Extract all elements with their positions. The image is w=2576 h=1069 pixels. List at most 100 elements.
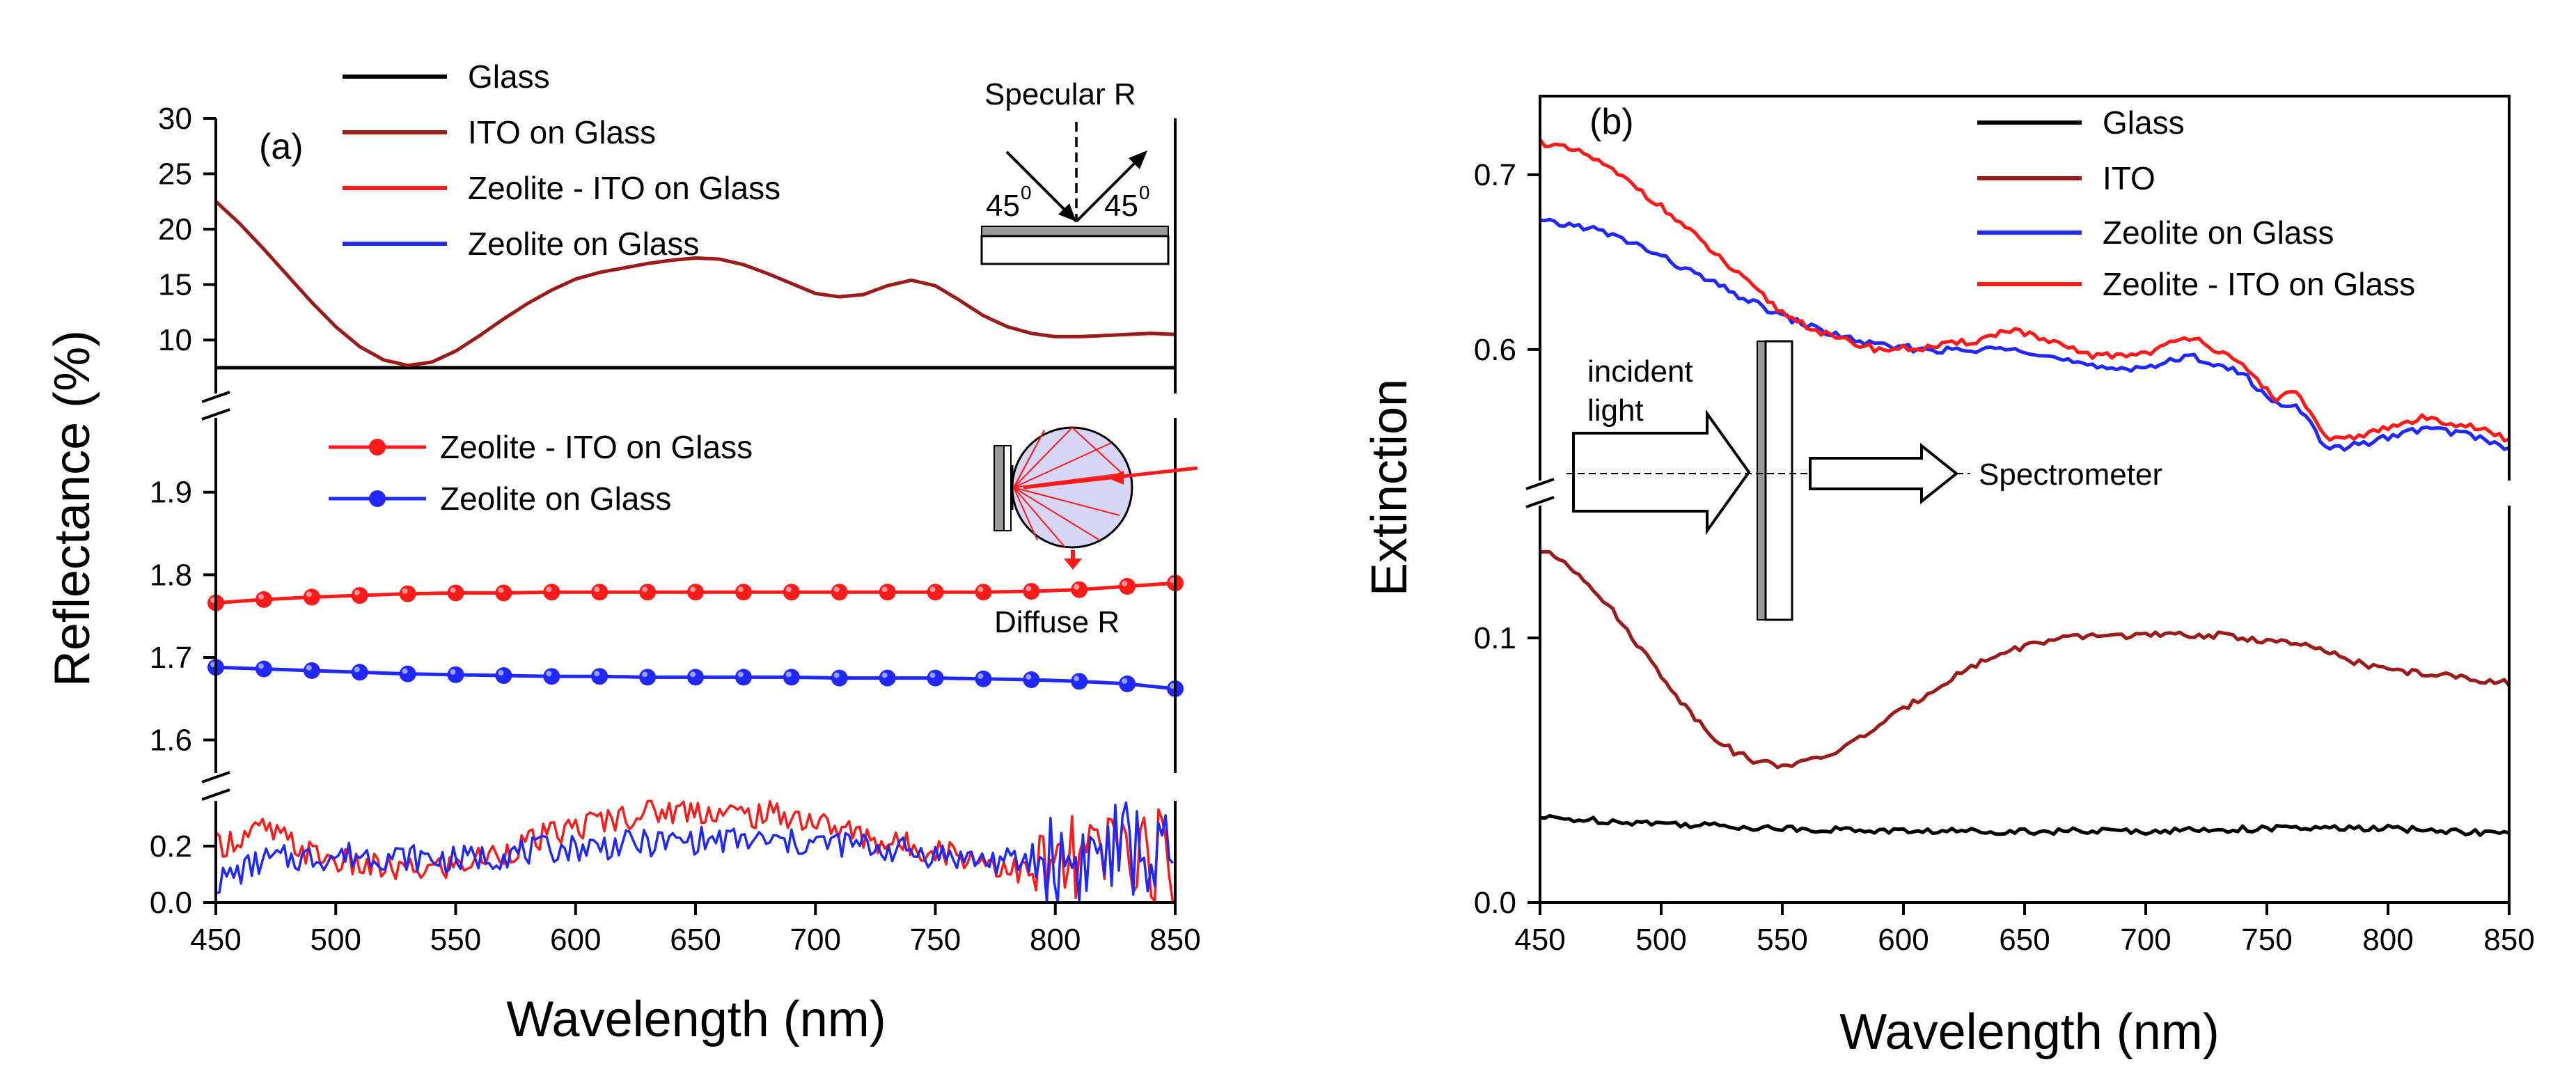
panel-a-axis-break-1 [201, 391, 230, 421]
incident-light-label-line2: light [1587, 393, 1644, 428]
legend-label: Zeolite on Glass [468, 226, 699, 262]
legend-item-zeolite-ito-markers: Zeolite - ITO on Glass [329, 429, 753, 465]
data-point-zeolite [687, 669, 704, 686]
data-point-zeolite-ito [303, 588, 320, 606]
data-point-zeolite [495, 667, 512, 685]
data-point-zeolite [879, 669, 896, 687]
legend-marker-zeolite-ito [369, 439, 386, 455]
data-point-zeolite [1071, 673, 1088, 690]
data-point-zeolite-ito [495, 584, 512, 602]
x-tick-label: 550 [430, 923, 481, 957]
data-point-zeolite-ito [399, 585, 416, 602]
panel-b-label: (b) [1589, 102, 1634, 142]
data-point-zeolite [831, 669, 848, 687]
data-point-highlight [306, 591, 312, 598]
data-point-highlight [354, 590, 360, 595]
x-tick-label: 800 [1030, 923, 1081, 957]
data-point-highlight [737, 671, 744, 678]
transmitted-light-arrow-icon [1809, 442, 1959, 505]
data-point-highlight [690, 586, 696, 593]
sample-glass [1003, 445, 1012, 531]
legend-item-zeolite: Zeolite on Glass [1977, 214, 2334, 251]
incident-arrowhead-icon [1058, 203, 1076, 221]
data-point-highlight [785, 586, 792, 593]
data-point-highlight [977, 673, 984, 679]
data-point-zeolite-ito [639, 584, 657, 601]
data-point-zeolite [591, 668, 608, 685]
panel-a: 450 500 550 600 650 700 750 800 85010152025301.6… [45, 58, 1201, 1047]
x-tick-label: 700 [790, 923, 841, 957]
y-tick-label: 0.0 [1474, 886, 1516, 920]
data-point-zeolite [543, 668, 560, 685]
scattered-rays [1013, 427, 1123, 548]
x-tick-label: 850 [2483, 923, 2534, 957]
glass-substrate [980, 235, 1170, 265]
x-tick-label: 500 [311, 923, 361, 957]
legend-item-ito: ITO [1977, 160, 2155, 196]
x-tick-label: 550 [1757, 923, 1807, 957]
y-tick-label: 0.1 [1474, 621, 1516, 655]
data-point-zeolite-ito [879, 584, 896, 601]
y-tick-label: 0.2 [150, 829, 192, 864]
data-point-highlight [1026, 586, 1032, 592]
data-point-highlight [977, 586, 984, 593]
ito-film-layer [981, 226, 1169, 237]
y-tick-label: 0.7 [1474, 158, 1516, 192]
x-tick-label: 500 [1635, 923, 1686, 957]
data-point-highlight [929, 672, 936, 678]
panel-a-axis-break-2 [201, 771, 230, 801]
data-point-highlight [402, 588, 408, 594]
data-point-highlight [258, 663, 264, 669]
diffuse-label: Diffuse R [994, 605, 1120, 639]
legend-marker-zeolite [369, 490, 386, 507]
data-point-highlight [881, 672, 888, 678]
legend-label: Zeolite - ITO on Glass [468, 170, 780, 206]
integrating-sphere-inset: Diffuse R [994, 426, 1198, 639]
laser-arrowhead-icon [1107, 471, 1124, 485]
legend-item-zeolite: Zeolite on Glass [343, 226, 699, 262]
y-tick-label: 0.6 [1474, 333, 1516, 367]
x-tick-label: 700 [2120, 923, 2171, 957]
legend-item-ito: ITO on Glass [343, 114, 656, 150]
y-tick-label: 1.9 [150, 476, 192, 510]
series-line-zeolite-ito [1538, 138, 2510, 443]
y-tick-label: 15 [158, 268, 192, 302]
data-point-highlight [1074, 676, 1080, 682]
legend-item-zeolite-ito: Zeolite - ITO on Glass [343, 170, 780, 206]
legend-label: Zeolite on Glass [2103, 214, 2334, 251]
data-point-highlight [594, 671, 600, 677]
panel-b-ticks: 450 500 550 600 650 700 750 800 850 0.6 0.7 0.0 0.1 [1474, 158, 2535, 957]
data-point-zeolite [1119, 675, 1136, 692]
data-point-zeolite [447, 666, 464, 683]
panel-a-legend-top: Glass ITO on Glass Zeolite - ITO on Glas… [343, 58, 780, 262]
data-point-zeolite [255, 660, 272, 678]
data-point-highlight [306, 664, 312, 671]
data-point-highlight [1122, 580, 1128, 586]
data-point-zeolite-ito [1071, 581, 1088, 598]
legend-label: Glass [2103, 104, 2185, 141]
legend-label: Zeolite - ITO on Glass [2103, 266, 2415, 302]
data-point-highlight [642, 671, 648, 678]
data-point-highlight [881, 586, 888, 593]
x-tick-label: 850 [1149, 923, 1200, 957]
panel-a-x-axis-title: Wavelength (nm) [506, 992, 886, 1047]
specular-geometry-inset: Specular R 45 0 45 0 [980, 77, 1170, 265]
panel-a-legend-middle: Zeolite - ITO on Glass Zeolite on Glass [329, 429, 753, 517]
y-tick-label: 1.8 [150, 558, 192, 592]
data-point-highlight [690, 671, 696, 678]
data-point-zeolite-ito [687, 584, 704, 601]
data-point-highlight [498, 587, 504, 593]
x-tick-label: 450 [190, 923, 241, 957]
panel-a-ticks: 450 500 550 600 650 700 750 800 85010152025301.6… [150, 102, 1201, 957]
data-point-zeolite [351, 664, 368, 681]
data-point-zeolite-ito [255, 591, 272, 608]
x-tick-label: 450 [1514, 923, 1565, 957]
legend-label: Zeolite on Glass [440, 481, 671, 517]
data-point-zeolite [927, 669, 944, 687]
panel-b: 450 500 550 600 650 700 750 800 8500.60.70.00.1 … [1362, 95, 2535, 1060]
y-tick-label: 20 [158, 212, 192, 247]
data-point-highlight [498, 670, 504, 676]
y-tick-label: 25 [158, 157, 192, 192]
legend-label: ITO [2103, 160, 2155, 196]
legend-item-glass: Glass [1977, 104, 2185, 141]
